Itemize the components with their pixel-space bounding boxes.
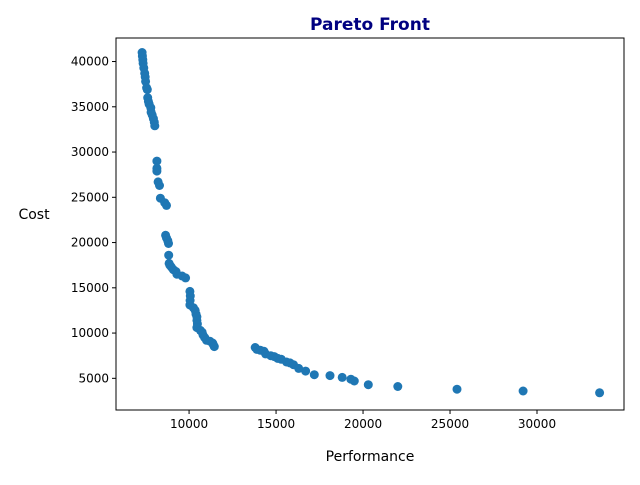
plot-frame <box>115 37 625 411</box>
data-point <box>152 166 162 176</box>
x-tick-label: 20000 <box>344 417 382 431</box>
data-point <box>518 386 528 396</box>
data-point <box>155 181 164 190</box>
data-point <box>337 372 347 382</box>
data-point <box>294 363 304 373</box>
y-tick-label: 15000 <box>71 281 109 295</box>
data-point <box>309 370 319 380</box>
y-tick-label: 30000 <box>71 145 109 159</box>
data-point <box>164 239 173 248</box>
ticks-layer: 10000 15000 20000 25000 30000 5000 10000 15000 2… <box>71 55 556 431</box>
data-point <box>349 376 359 386</box>
y-tick-label: 10000 <box>71 326 109 340</box>
data-point <box>150 121 160 131</box>
y-tick-label: 40000 <box>71 55 109 69</box>
data-point <box>363 380 373 390</box>
chart-title: Pareto Front <box>310 15 430 35</box>
y-axis-label: Cost <box>18 207 50 223</box>
x-tick-label: 25000 <box>431 417 469 431</box>
data-point <box>164 250 174 260</box>
data-point <box>152 156 162 166</box>
data-point <box>181 273 191 283</box>
data-point <box>142 85 152 95</box>
data-point <box>452 384 462 394</box>
data-point <box>301 366 311 376</box>
x-tick-label: 15000 <box>257 417 295 431</box>
data-point <box>595 388 605 398</box>
x-tick-label: 10000 <box>170 417 208 431</box>
x-tick-label: 30000 <box>518 417 556 431</box>
y-tick-label: 5000 <box>78 371 109 385</box>
y-tick-label: 35000 <box>71 100 109 114</box>
points-layer <box>137 48 605 398</box>
data-point <box>393 382 403 391</box>
data-point <box>209 342 219 352</box>
data-point <box>325 371 335 381</box>
y-tick-label: 20000 <box>71 236 109 250</box>
x-axis-label: Performance <box>326 449 415 465</box>
y-tick-label: 25000 <box>71 190 109 204</box>
data-point <box>162 200 171 210</box>
